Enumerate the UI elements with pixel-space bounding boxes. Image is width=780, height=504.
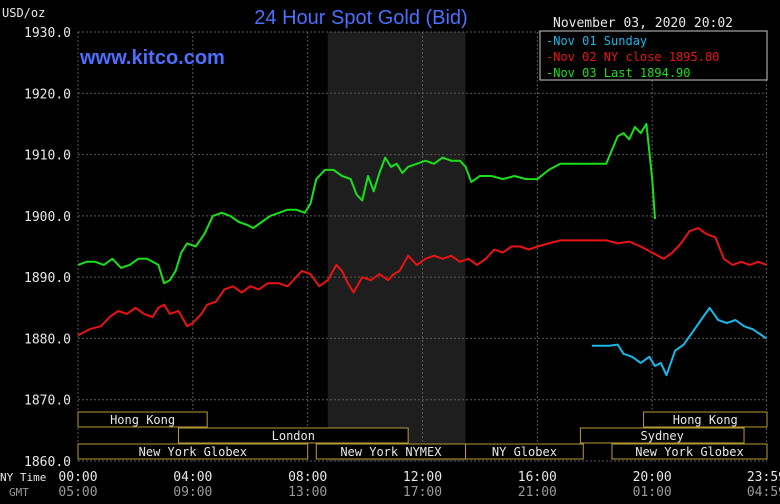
x-label-ny-time: NY Time [0,471,46,484]
y-tick-label: 1870.0 [24,394,71,409]
y-tick-label: 1910.0 [24,149,71,164]
x-tick-label-gmt: 21:00 [518,485,557,500]
x-label-gmt: GMT [9,486,29,499]
x-tick-label: 00:00 [58,470,97,485]
x-tick-label: 12:00 [403,470,442,485]
y-tick-label: 1890.0 [24,271,71,286]
x-tick-label: 20:00 [633,470,672,485]
chart-title: 24 Hour Spot Gold (Bid) [254,7,467,29]
session-label: Hong Kong [673,413,738,427]
x-tick-label-gmt: 04:59 [747,485,780,500]
series-line [77,227,767,337]
x-tick-label-gmt: 01:00 [633,485,672,500]
x-tick-label: 08:00 [288,470,327,485]
session-label: New York Globex [139,445,247,459]
session-bar [465,443,584,460]
session-bar [579,427,745,444]
session-label: Sydney [641,429,684,443]
session-bar [643,411,768,428]
x-tick-label-gmt: 05:00 [58,485,97,500]
x-tick-label: 16:00 [518,470,557,485]
x-tick-label-gmt: 09:00 [173,485,212,500]
session-label: Hong Kong [110,413,175,427]
series-line [77,122,656,285]
legend-entry: -Nov 03 Last 1894.90 [546,66,691,80]
x-tick-label-gmt: 17:00 [403,485,442,500]
y-unit-label: USD/oz [2,6,45,20]
nymex-shaded-region [327,32,466,461]
y-tick-label: 1880.0 [24,332,71,347]
y-tick-label: 1900.0 [24,210,71,225]
session-bar [611,443,768,460]
legend: -Nov 01 Sunday -Nov 02 NY close 1895.80 -N… [539,30,768,81]
y-tick-label: 1920.0 [24,87,71,102]
legend-box [539,30,768,81]
y-tick-label: 1860.0 [24,455,71,470]
x-tick-label: 04:00 [173,470,212,485]
watermark-url: www.kitco.com [79,47,225,69]
session-bar [77,443,309,460]
x-tick-label-gmt: 13:00 [288,485,327,500]
session-label: NY Globex [492,445,557,459]
legend-entry: -Nov 02 NY close 1895.80 [546,50,719,64]
session-label: London [272,429,315,443]
session-label: New York NYMEX [340,445,442,459]
series-line [591,306,767,377]
timestamp-label: November 03, 2020 20:02 [553,16,733,31]
session-bar [177,427,409,444]
session-label: New York Globex [635,445,743,459]
y-tick-label: 1930.0 [24,26,71,41]
x-tick-label: 23:59 [747,470,780,485]
session-bar [77,411,208,428]
legend-entry: -Nov 01 Sunday [546,34,647,48]
